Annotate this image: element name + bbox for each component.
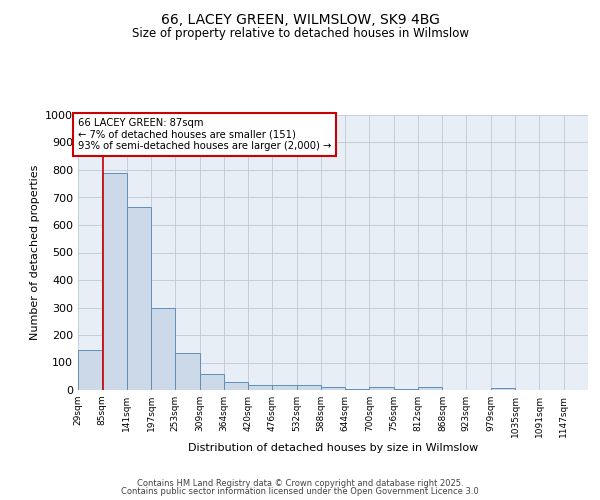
- Bar: [224, 382, 248, 390]
- Bar: [345, 388, 370, 390]
- Text: Size of property relative to detached houses in Wilmslow: Size of property relative to detached ho…: [131, 28, 469, 40]
- Text: 66 LACEY GREEN: 87sqm
← 7% of detached houses are smaller (151)
93% of semi-deta: 66 LACEY GREEN: 87sqm ← 7% of detached h…: [78, 118, 331, 151]
- Text: 66, LACEY GREEN, WILMSLOW, SK9 4BG: 66, LACEY GREEN, WILMSLOW, SK9 4BG: [161, 12, 439, 26]
- Text: Contains public sector information licensed under the Open Government Licence 3.: Contains public sector information licen…: [121, 487, 479, 496]
- Y-axis label: Number of detached properties: Number of detached properties: [29, 165, 40, 340]
- Bar: [394, 388, 418, 390]
- Bar: [321, 386, 345, 390]
- Bar: [370, 387, 394, 390]
- Bar: [127, 207, 151, 390]
- Bar: [103, 173, 127, 390]
- Bar: [175, 353, 200, 390]
- Bar: [248, 385, 272, 390]
- Bar: [491, 388, 515, 390]
- Bar: [200, 374, 224, 390]
- Bar: [418, 387, 442, 390]
- Bar: [78, 350, 103, 390]
- Bar: [151, 308, 175, 390]
- Bar: [296, 386, 321, 390]
- X-axis label: Distribution of detached houses by size in Wilmslow: Distribution of detached houses by size …: [188, 442, 478, 452]
- Text: Contains HM Land Registry data © Crown copyright and database right 2025.: Contains HM Land Registry data © Crown c…: [137, 478, 463, 488]
- Bar: [272, 386, 296, 390]
